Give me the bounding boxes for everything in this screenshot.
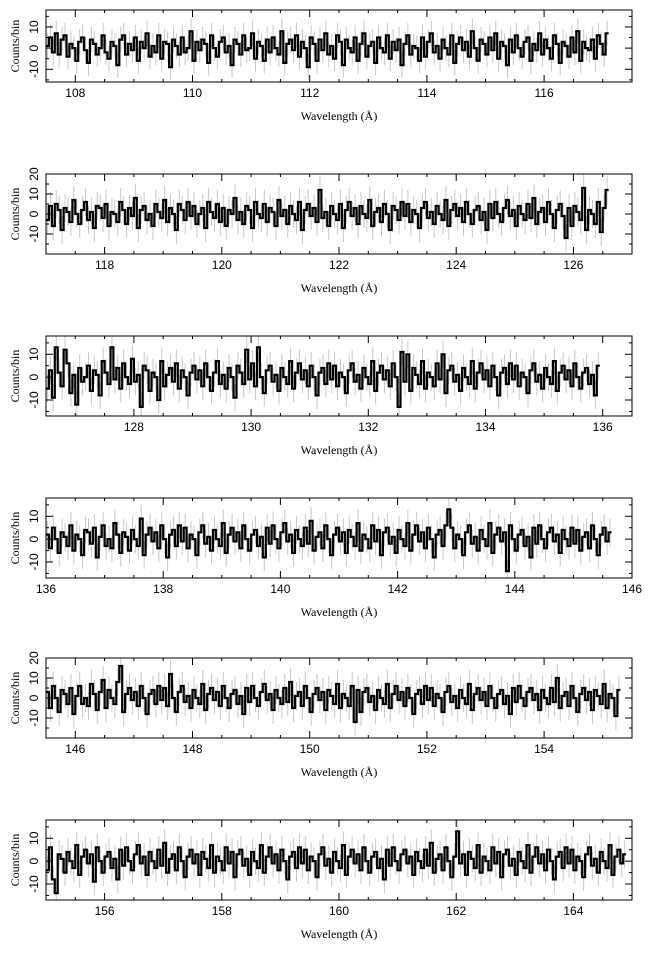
- x-tick-label: 132: [358, 420, 378, 434]
- y-axis-label: Counts/bin: [8, 672, 22, 725]
- y-tick-label: 10: [27, 509, 41, 523]
- spectrum-step-line: [46, 664, 621, 724]
- x-tick-label: 158: [212, 904, 232, 918]
- y-tick-label: 10: [27, 347, 41, 361]
- x-tick-label: 146: [65, 742, 85, 756]
- x-tick-label: 110: [183, 86, 202, 100]
- x-tick-label: 136: [593, 420, 613, 434]
- x-tick-label: 124: [446, 258, 466, 272]
- y-tick-label: 0: [27, 44, 41, 51]
- chart-panel-1: 108 110 112 114 116 -10 0 10 Wavelength (Å) Count…: [8, 9, 633, 123]
- x-axis-label: Wavelength (Å): [301, 765, 378, 779]
- x-tick-label: 138: [153, 582, 173, 596]
- x-tick-label: 152: [417, 742, 437, 756]
- y-tick-label: 10: [27, 20, 41, 34]
- y-tick-label: 0: [27, 373, 41, 380]
- x-tick-label: 144: [505, 582, 525, 596]
- x-tick-label: 154: [534, 742, 554, 756]
- x-tick-label: 134: [475, 420, 495, 434]
- chart-panel-6: 156 158 160 162 164 -10 0 10 Wavelength (Å) Count…: [8, 819, 633, 941]
- y-tick-label: -10: [27, 391, 41, 409]
- y-tick-label: 20: [27, 651, 41, 665]
- chart-panel-4: 136 138 140 142 144 146 -10 0 10 Wavelength (Å) Co…: [8, 497, 642, 619]
- chart-panel-2: 118 120 122 124 126 -10 0 10 20 Wavelength (Å) Cou…: [8, 167, 633, 295]
- y-tick-label: 0: [27, 535, 41, 542]
- x-tick-label: 122: [329, 258, 349, 272]
- x-tick-label: 150: [300, 742, 320, 756]
- y-tick-label: -10: [27, 709, 41, 727]
- x-tick-label: 146: [622, 582, 642, 596]
- y-tick-label: -10: [27, 553, 41, 571]
- x-tick-label: 118: [95, 258, 114, 272]
- x-tick-label: 140: [270, 582, 290, 596]
- y-tick-label: -10: [27, 225, 41, 243]
- y-tick-label: 10: [27, 671, 41, 685]
- x-tick-label: 148: [182, 742, 202, 756]
- y-tick-label: 0: [27, 694, 41, 701]
- x-tick-label: 116: [535, 86, 554, 100]
- y-axis-label: Counts/bin: [8, 512, 22, 565]
- y-tick-label: 10: [27, 831, 41, 845]
- chart-panel-3: 128 130 132 134 136 -10 0 10 Wavelength (Å) Count…: [8, 335, 633, 457]
- x-tick-label: 164: [563, 904, 583, 918]
- y-tick-label: 0: [27, 857, 41, 864]
- y-tick-label: -10: [27, 875, 41, 893]
- y-tick-label: 10: [27, 187, 41, 201]
- spectrum-step-line: [46, 508, 612, 573]
- x-axis-label: Wavelength (Å): [301, 281, 378, 295]
- x-tick-label: 160: [329, 904, 349, 918]
- x-axis-label: Wavelength (Å): [301, 109, 378, 123]
- x-tick-label: 114: [417, 86, 436, 100]
- spectrum-step-line: [46, 186, 609, 240]
- x-tick-label: 108: [65, 86, 85, 100]
- x-axis-label: Wavelength (Å): [301, 605, 378, 619]
- x-tick-label: 142: [388, 582, 408, 596]
- x-tick-label: 120: [212, 258, 232, 272]
- y-axis-label: Counts/bin: [8, 834, 22, 887]
- x-tick-label: 130: [241, 420, 261, 434]
- x-tick-label: 128: [124, 420, 144, 434]
- spectrum-step-line: [46, 830, 627, 895]
- x-tick-label: 112: [300, 86, 319, 100]
- x-tick-label: 126: [563, 258, 583, 272]
- x-axis-label: Wavelength (Å): [301, 927, 378, 941]
- y-axis-label: Counts/bin: [8, 350, 22, 403]
- spectrum-step-line: [46, 30, 609, 69]
- chart-panel-5: 146 148 150 152 154 -10 0 10 20 Wavelength (Å) Cou…: [8, 651, 633, 779]
- x-tick-label: 136: [36, 582, 56, 596]
- y-tick-label: 20: [27, 167, 41, 181]
- x-tick-label: 162: [446, 904, 466, 918]
- x-axis-label: Wavelength (Å): [301, 443, 378, 457]
- y-axis-label: Counts/bin: [8, 188, 22, 241]
- y-tick-label: -10: [27, 60, 41, 78]
- spectrum-step-line: [46, 346, 600, 408]
- y-tick-label: 0: [27, 210, 41, 217]
- y-axis-label: Counts/bin: [8, 20, 22, 73]
- x-tick-label: 156: [95, 904, 115, 918]
